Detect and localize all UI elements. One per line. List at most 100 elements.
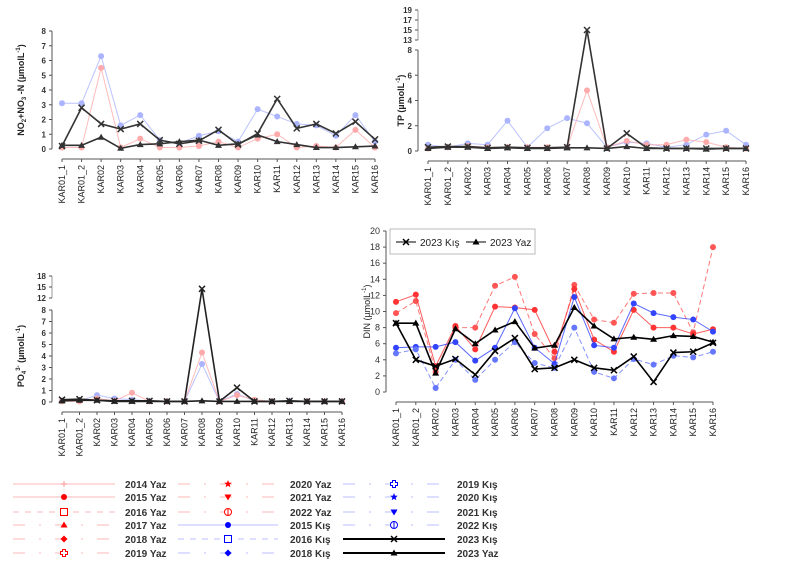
data-point [195, 143, 202, 150]
data-point [570, 356, 578, 364]
data-point [76, 396, 83, 403]
y-tick-label: 8 [42, 27, 47, 36]
y-tick-label: 16 [370, 258, 380, 268]
data-point [156, 136, 164, 144]
legend-label: 2018 Kış [290, 549, 331, 560]
data-point [432, 343, 439, 350]
data-point [137, 135, 144, 142]
x-tick-label: KAR01_1 [391, 408, 401, 447]
data-point [472, 324, 479, 331]
data-point [531, 360, 538, 367]
y-tick-label: 15 [403, 26, 412, 35]
data-point [293, 124, 301, 132]
x-tick-label: KAR04 [135, 165, 145, 194]
legend-label: 2015 Yaz [125, 493, 167, 504]
data-point [623, 129, 631, 137]
x-tick-label: KAR15 [350, 165, 360, 194]
x-tick-label: KAR07 [530, 408, 540, 437]
x-tick-label: KAR09 [602, 167, 612, 196]
data-point [511, 318, 519, 325]
x-tick-label: KAR05 [522, 167, 532, 196]
data-point [412, 356, 420, 364]
y-tick-label: 6 [42, 57, 47, 66]
legend-marker-circle [61, 494, 67, 500]
series-line [62, 67, 376, 149]
legend-entry: 2017 Yaz [13, 521, 167, 532]
data-point [722, 144, 730, 151]
data-point [742, 144, 750, 151]
data-point [137, 112, 144, 119]
data-point [216, 397, 223, 404]
y-axis-label-part: (µmolL [16, 333, 26, 366]
data-point [583, 144, 591, 151]
data-point [274, 113, 281, 120]
y-axis-label-part: 3- [16, 365, 22, 370]
y-tick-label: 8 [42, 306, 47, 315]
x-tick-label: KAR10 [622, 167, 632, 196]
x-tick-label: KAR12 [292, 165, 302, 194]
y-axis-label-part: 4 [22, 370, 28, 374]
series-2015-yaz [425, 87, 749, 152]
y-tick-label: 8 [375, 323, 380, 333]
data-point [610, 335, 618, 342]
x-tick-label: KAR16 [708, 408, 718, 437]
data-point [181, 397, 188, 404]
data-point [630, 306, 637, 313]
data-point [571, 285, 578, 292]
data-point [710, 244, 716, 251]
legend-marker-diamond [224, 549, 232, 557]
x-tick-label: KAR13 [285, 418, 295, 447]
y-axis-label-part: NO [16, 122, 26, 136]
data-point [710, 348, 716, 355]
legend-entry: 2015 Kış [178, 521, 331, 532]
series-2023-kış [58, 95, 379, 150]
x-tick-label: KAR16 [370, 165, 380, 194]
series-line [61, 288, 342, 403]
x-tick-label: KAR08 [214, 165, 224, 194]
data-point [412, 319, 420, 326]
x-tick-label: KAR10 [253, 165, 263, 194]
data-point [703, 131, 710, 138]
y-axis-label-part: -1 [16, 47, 22, 53]
data-point [163, 397, 171, 404]
legend-label: 2022 Kış [457, 521, 498, 532]
y-axis-label-part: ) [362, 284, 372, 287]
x-tick-label: KAR06 [162, 418, 172, 447]
legend-marker-triangle-down [390, 509, 398, 516]
y-tick-label: 4 [408, 97, 413, 106]
legend-label: 2022 Yaz [290, 508, 332, 519]
data-point [412, 346, 419, 353]
legend-label: 2021 Yaz [290, 493, 332, 504]
data-point [504, 117, 511, 124]
data-point [303, 397, 311, 404]
y-tick-label: 3 [42, 101, 47, 110]
legend-label: 2020 Kış [457, 493, 498, 504]
y-tick-label: 14 [370, 274, 380, 284]
y-tick-label: 2 [375, 371, 380, 381]
data-point [198, 285, 206, 293]
legend-marker-star [390, 493, 398, 501]
y-axis-label-part: TP (µmolL [396, 82, 406, 126]
data-point [58, 397, 66, 404]
data-point [564, 115, 571, 122]
x-tick-label: KAR15 [688, 408, 698, 437]
x-tick-label: KAR02 [431, 408, 441, 437]
data-point [570, 303, 578, 310]
data-point [511, 305, 518, 312]
y-axis-label: PO43- (µmolL-1) [16, 325, 28, 387]
y-axis-label-part: PO [16, 374, 26, 387]
x-tick-label: KAR01_1 [57, 165, 67, 204]
data-point [689, 348, 697, 356]
y-tick-label: 18 [370, 242, 380, 252]
data-point [531, 344, 539, 351]
legend-marker-triangle [60, 521, 68, 528]
data-point [523, 144, 531, 151]
data-point [531, 331, 538, 338]
y-tick-label: 4 [42, 86, 47, 95]
data-point [371, 142, 379, 149]
data-point [571, 294, 578, 301]
y-tick-label: 3 [42, 364, 47, 373]
y-axis-label-part: 2 [22, 118, 28, 122]
